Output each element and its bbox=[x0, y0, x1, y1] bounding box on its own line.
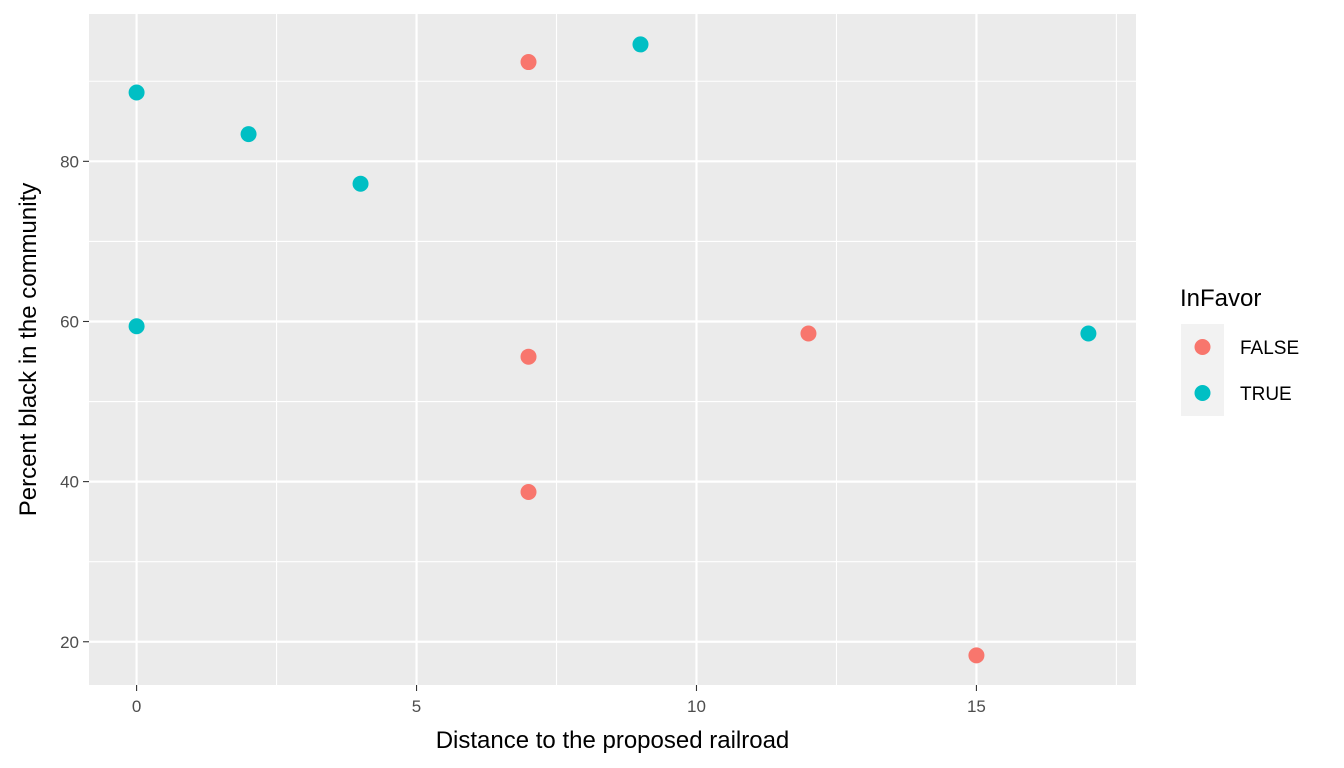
data-point-true bbox=[352, 175, 369, 192]
plot-panel bbox=[89, 14, 1136, 685]
data-point-true bbox=[1080, 325, 1097, 342]
x-tick-label: 10 bbox=[687, 697, 706, 716]
y-tick-label: 60 bbox=[60, 312, 79, 331]
legend-title: InFavor bbox=[1180, 285, 1261, 312]
data-point-false bbox=[520, 348, 537, 365]
data-points bbox=[128, 36, 1097, 664]
major-gridlines bbox=[89, 14, 1136, 685]
y-tick-label: 80 bbox=[60, 152, 79, 171]
x-tick-label: 15 bbox=[967, 697, 986, 716]
x-axis-title: Distance to the proposed railroad bbox=[436, 727, 790, 754]
data-point-false bbox=[520, 484, 537, 501]
x-axis-ticks: 0 5 10 15 bbox=[132, 685, 986, 716]
y-tick-label: 20 bbox=[60, 633, 79, 652]
legend-key-true bbox=[1194, 385, 1211, 401]
data-point-false bbox=[800, 325, 817, 342]
legend-key-false bbox=[1194, 339, 1211, 355]
x-tick-label: 0 bbox=[132, 697, 141, 716]
legend-entries: FALSE TRUE bbox=[1181, 324, 1299, 416]
data-point-true bbox=[240, 126, 257, 143]
legend: InFavor FALSE TRUE bbox=[1180, 285, 1299, 416]
data-point-true bbox=[128, 84, 145, 101]
legend-label-false: FALSE bbox=[1240, 338, 1299, 359]
data-point-false bbox=[968, 647, 985, 664]
legend-label-true: TRUE bbox=[1240, 384, 1292, 405]
y-tick-label: 40 bbox=[60, 473, 79, 492]
x-tick-label: 5 bbox=[412, 697, 421, 716]
data-point-true bbox=[632, 36, 649, 53]
data-point-true bbox=[128, 318, 145, 335]
minor-gridlines bbox=[89, 14, 1136, 685]
y-axis-ticks: 20 40 60 80 bbox=[60, 152, 89, 652]
y-axis-title: Percent black in the community bbox=[15, 183, 42, 516]
data-point-false bbox=[520, 54, 537, 71]
